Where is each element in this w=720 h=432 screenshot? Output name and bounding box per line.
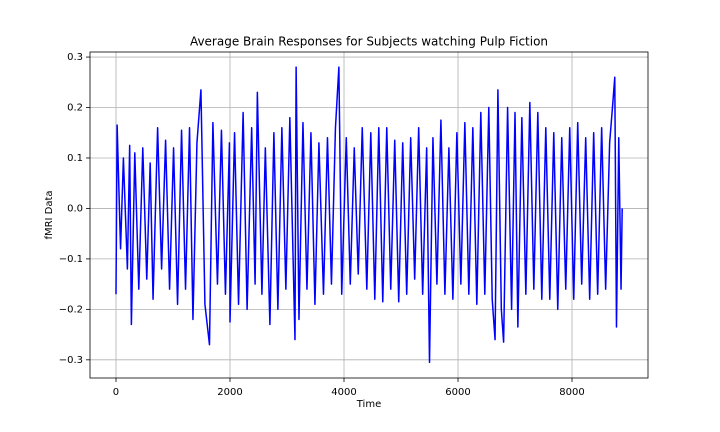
x-tick-label: 8000 bbox=[559, 387, 584, 398]
data-line bbox=[115, 66, 623, 364]
y-tick-label: −0.1 bbox=[59, 254, 83, 265]
x-tick-label: 6000 bbox=[445, 387, 470, 398]
chart-title: Average Brain Responses for Subjects wat… bbox=[190, 35, 548, 49]
x-tick-label: 2000 bbox=[217, 387, 242, 398]
x-axis-label: Time bbox=[356, 399, 381, 410]
axes-frame bbox=[89, 51, 649, 379]
y-tick-label: 0.0 bbox=[67, 203, 83, 214]
x-tick-label: 0 bbox=[113, 387, 119, 398]
x-tick-label: 4000 bbox=[331, 387, 356, 398]
y-tick-label: 0.3 bbox=[67, 52, 83, 63]
y-tick-label: 0.1 bbox=[67, 153, 83, 164]
y-tick-label: −0.2 bbox=[59, 304, 83, 315]
y-tick-label: 0.2 bbox=[67, 103, 83, 114]
y-tick-label: −0.3 bbox=[59, 355, 83, 366]
y-axis-label: fMRI Data bbox=[44, 190, 55, 239]
